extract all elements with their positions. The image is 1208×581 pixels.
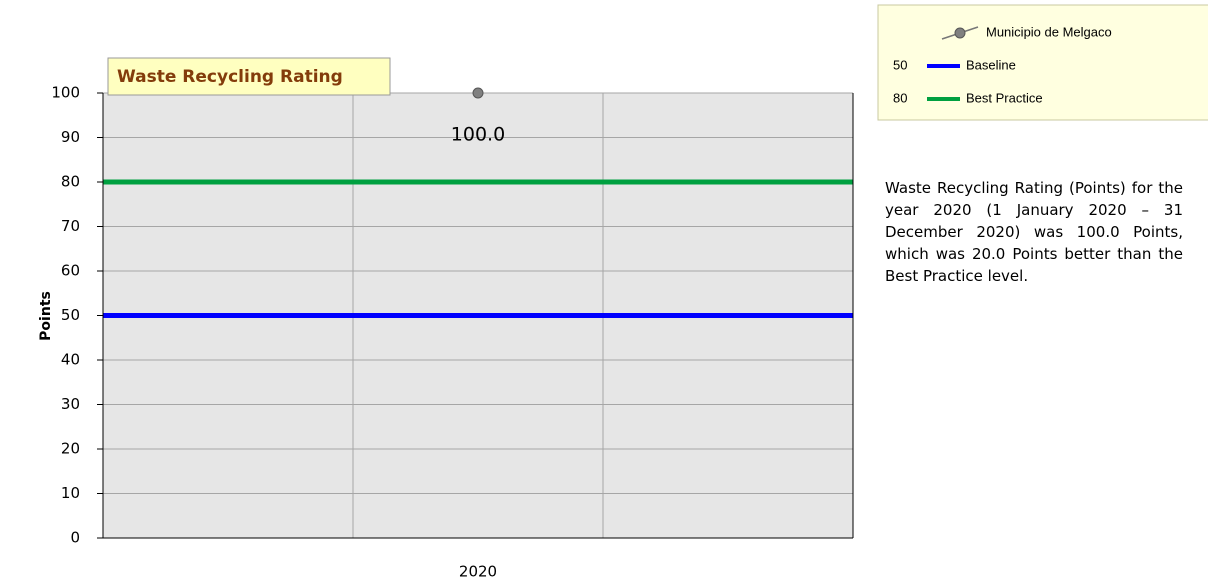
y-tick-label: 0	[70, 529, 80, 547]
x-tick-label: 2020	[459, 563, 497, 581]
y-tick-label: 10	[61, 484, 80, 502]
chart-title: Waste Recycling Rating	[117, 67, 343, 87]
legend-box	[877, 4, 1208, 121]
y-tick-label: 50	[61, 306, 80, 324]
legend-label: Baseline	[966, 57, 1016, 72]
title-box	[107, 57, 391, 96]
y-tick-label: 80	[61, 173, 80, 191]
marks: 100.0	[103, 87, 853, 318]
y-tick-label: 90	[61, 128, 80, 146]
y-tick-label: 40	[61, 351, 80, 369]
y-tick-label: 20	[61, 440, 80, 458]
legend-swatch	[954, 27, 966, 39]
legend-value: 80	[893, 90, 907, 105]
y-tick-label: 60	[61, 262, 80, 280]
y-tick-label: 100	[51, 84, 80, 102]
point	[472, 87, 484, 99]
y-axis-label: Points	[38, 291, 54, 341]
description: Waste Recycling Rating (Points) for the …	[885, 179, 1183, 285]
legend: Municipio de Melgaco 50 Baseline 80 Best Pra…	[893, 24, 1112, 105]
grid: 0 10 20 30 40 50 60 70 80 90 100	[51, 84, 853, 547]
y-tick-label: 30	[61, 395, 80, 413]
legend-label: Municipio de Melgaco	[986, 24, 1112, 39]
y-tick-label: 70	[61, 217, 80, 235]
legend-value: 50	[893, 57, 907, 72]
legend-label: Best Practice	[966, 90, 1043, 105]
data-label: 100.0	[451, 124, 505, 146]
